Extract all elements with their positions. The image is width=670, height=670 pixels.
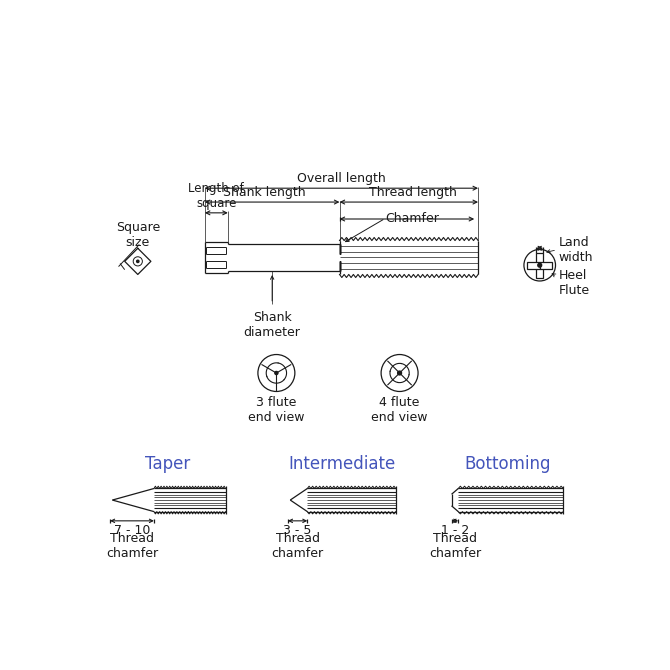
Text: Chamfer: Chamfer: [386, 212, 440, 226]
Text: Shank
diameter: Shank diameter: [244, 312, 301, 340]
Circle shape: [275, 371, 278, 375]
Text: Shank length: Shank length: [223, 186, 306, 199]
Circle shape: [398, 371, 401, 375]
Text: Length of
square: Length of square: [188, 182, 244, 210]
Text: Thread
chamfer: Thread chamfer: [106, 532, 158, 560]
Text: 4 flute
end view: 4 flute end view: [371, 396, 428, 424]
Text: Thread length: Thread length: [369, 186, 457, 199]
Text: 1 - 2: 1 - 2: [441, 525, 469, 537]
Text: Thread
chamfer: Thread chamfer: [429, 532, 481, 560]
Text: 7 - 10: 7 - 10: [114, 525, 150, 537]
Polygon shape: [536, 253, 543, 265]
Polygon shape: [540, 262, 552, 269]
Polygon shape: [536, 265, 543, 277]
Text: Square
size: Square size: [116, 221, 160, 249]
Text: 3 - 5: 3 - 5: [283, 525, 312, 537]
Text: 3 flute
end view: 3 flute end view: [248, 396, 305, 424]
Text: Intermediate: Intermediate: [288, 455, 395, 473]
Text: Land
width: Land width: [559, 236, 593, 264]
Text: Heel
Flute: Heel Flute: [559, 269, 590, 297]
Text: Overall length: Overall length: [297, 172, 386, 185]
Text: Bottoming: Bottoming: [464, 455, 551, 473]
Text: Taper: Taper: [145, 455, 190, 473]
Text: Thread
chamfer: Thread chamfer: [271, 532, 324, 560]
Circle shape: [137, 260, 139, 263]
Circle shape: [538, 263, 541, 267]
Polygon shape: [527, 262, 540, 269]
